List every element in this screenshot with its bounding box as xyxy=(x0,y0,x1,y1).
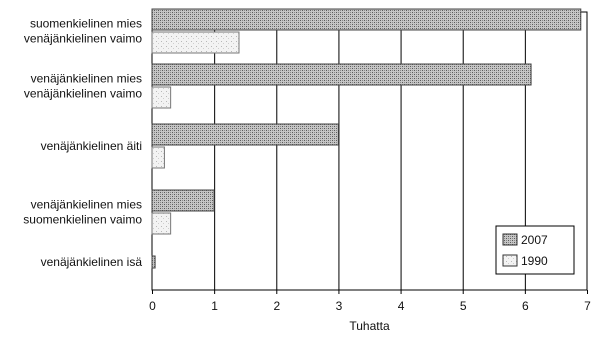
x-tick-label: 5 xyxy=(460,299,467,313)
legend-swatch-1990 xyxy=(502,254,518,267)
bar-1990-2 xyxy=(151,146,165,169)
bar-1990-1 xyxy=(151,86,172,109)
bars xyxy=(151,8,582,269)
category-label: venäjänkielinen vaimo xyxy=(24,87,142,101)
bar-2007-2 xyxy=(151,123,339,146)
category-label: venäjänkielinen mies xyxy=(31,72,142,86)
legend: 2007 1990 xyxy=(495,225,575,275)
x-tick-label: 7 xyxy=(584,299,591,313)
category-label: suomenkielinen mies xyxy=(30,17,142,31)
category-label: suomenkielinen vaimo xyxy=(23,213,142,227)
legend-label-2007: 2007 xyxy=(521,233,548,247)
bar-2007-0 xyxy=(151,8,582,31)
bar-1990-3 xyxy=(151,212,172,235)
category-label: venäjänkielinen vaimo xyxy=(24,32,142,46)
x-tick-label: 4 xyxy=(398,299,405,313)
x-axis: 0 1 2 3 4 5 6 7 xyxy=(149,290,591,313)
legend-swatch-2007 xyxy=(502,233,518,246)
category-label: venäjänkielinen isä xyxy=(41,255,143,269)
x-tick-label: 0 xyxy=(149,299,156,313)
x-tick-label: 3 xyxy=(336,299,343,313)
x-tick-label: 2 xyxy=(273,299,280,313)
legend-label-1990: 1990 xyxy=(521,254,548,268)
category-label: venäjänkielinen mies xyxy=(31,198,142,212)
bar-2007-4 xyxy=(151,255,156,269)
bar-1990-0 xyxy=(151,31,240,54)
bar-2007-3 xyxy=(151,189,215,212)
bar-2007-1 xyxy=(151,63,532,86)
x-axis-title: Tuhatta xyxy=(349,319,390,333)
category-label: venäjänkielinen äiti xyxy=(41,139,142,153)
x-tick-label: 1 xyxy=(211,299,218,313)
x-tick-label: 6 xyxy=(522,299,529,313)
